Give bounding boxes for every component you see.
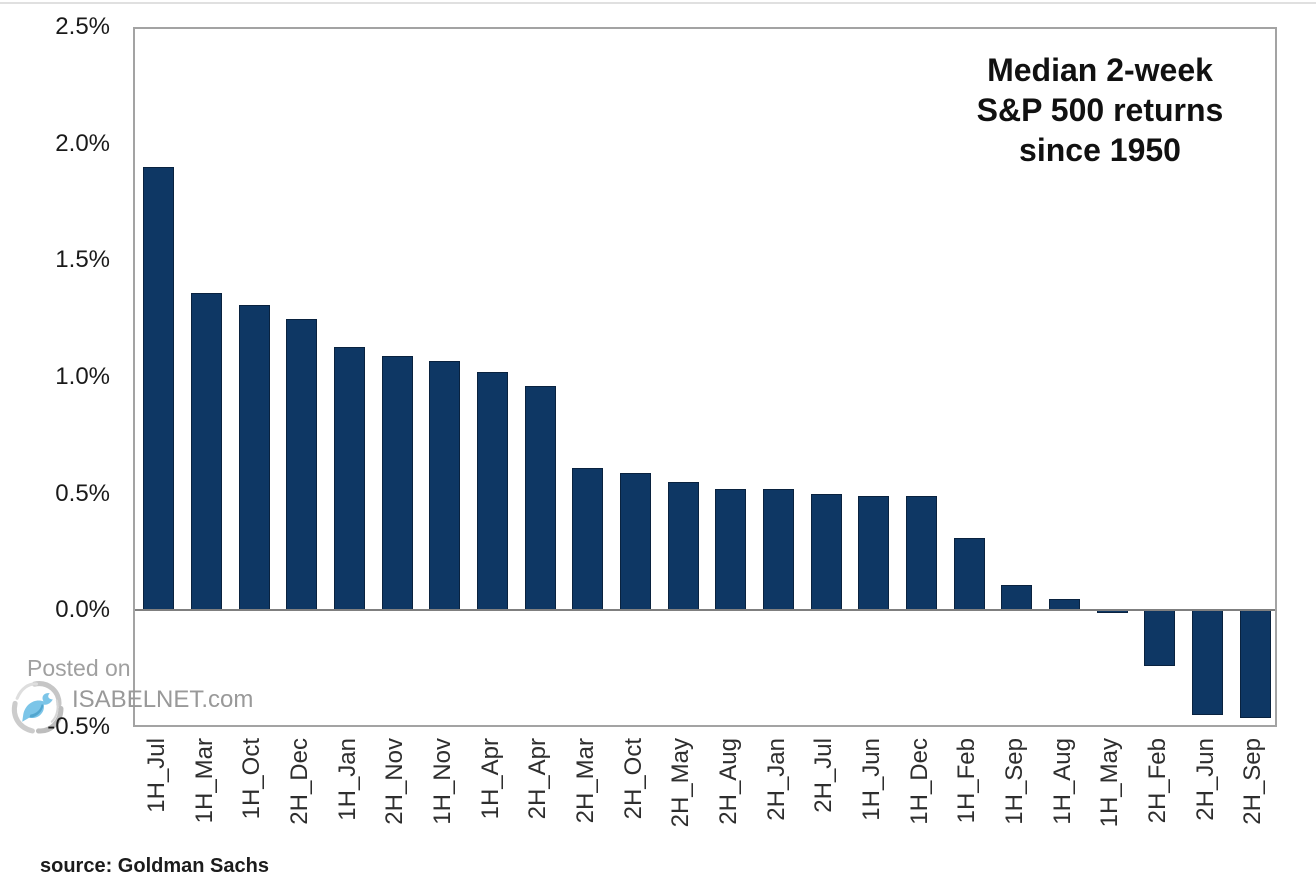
bar-1h-jul bbox=[143, 167, 175, 611]
x-tick-label-1h-mar: 1H_Mar bbox=[190, 738, 218, 824]
bar-1h-jan bbox=[334, 346, 365, 611]
chart-title-line-2: S&P 500 returns bbox=[976, 92, 1224, 128]
chart-title-line-1: Median 2-week bbox=[987, 52, 1213, 88]
plot-area bbox=[133, 27, 1277, 727]
watermark-site-name: ISABELNET.com bbox=[72, 686, 254, 713]
bar-2h-mar bbox=[572, 468, 604, 611]
y-tick-label: 2.0% bbox=[55, 129, 110, 157]
bar-2h-dec bbox=[286, 318, 318, 611]
x-tick-label-2h-jan: 2H_Jan bbox=[762, 738, 790, 821]
x-tick-label-2h-may: 2H_May bbox=[667, 738, 695, 828]
chart-title: Median 2-week S&P 500 returns since 1950 bbox=[930, 50, 1270, 170]
bar-2h-nov bbox=[381, 356, 413, 611]
chart-title-line-3: since 1950 bbox=[1019, 132, 1181, 168]
x-tick-label-2h-mar: 2H_Mar bbox=[571, 738, 599, 824]
x-tick-label-2h-dec: 2H_Dec bbox=[285, 738, 313, 825]
x-tick-label-2h-jun: 2H_Jun bbox=[1191, 738, 1219, 821]
x-tick-label-1h-may: 1H_May bbox=[1096, 738, 1124, 828]
x-tick-label-1h-apr: 1H_Apr bbox=[476, 738, 504, 820]
x-tick-label-1h-feb: 1H_Feb bbox=[953, 738, 981, 824]
x-tick-label-1h-jan: 1H_Jan bbox=[333, 738, 361, 821]
bar-1h-mar bbox=[191, 293, 222, 611]
bar-1h-apr bbox=[477, 372, 508, 611]
y-tick-label: 2.5% bbox=[55, 13, 110, 40]
x-tick-label-2h-sep: 2H_Sep bbox=[1239, 738, 1267, 825]
watermark-posted-on: Posted on bbox=[27, 655, 131, 681]
isabelnet-logo-icon bbox=[11, 681, 64, 734]
y-tick-label: 1.5% bbox=[55, 246, 110, 274]
bar-2h-may bbox=[667, 482, 699, 611]
bar-2h-apr bbox=[524, 386, 556, 611]
x-tick-label-1h-jun: 1H_Jun bbox=[857, 738, 885, 821]
source-credit: source: Goldman Sachs bbox=[40, 855, 269, 877]
x-tick-label-1h-aug: 1H_Aug bbox=[1048, 738, 1076, 825]
x-tick-label-2h-oct: 2H_Oct bbox=[619, 738, 647, 820]
bar-1h-dec bbox=[906, 496, 937, 611]
bar-2h-feb bbox=[1144, 610, 1176, 667]
y-tick-label: -0.5% bbox=[47, 713, 110, 740]
x-tick-label-1h-dec: 1H_Dec bbox=[905, 738, 933, 825]
x-tick-label-1h-jul: 1H_Jul bbox=[142, 738, 170, 813]
bar-2h-jul bbox=[810, 493, 842, 611]
bar-1h-nov bbox=[429, 360, 461, 611]
bar-2h-oct bbox=[620, 472, 651, 611]
x-tick-label-1h-oct: 1H_Oct bbox=[238, 738, 266, 820]
bar-2h-aug bbox=[715, 489, 747, 611]
y-tick-label: 1.0% bbox=[55, 363, 110, 390]
x-tick-label-2h-feb: 2H_Feb bbox=[1143, 738, 1171, 824]
y-tick-label: 0.5% bbox=[55, 479, 110, 507]
x-tick-label-2h-aug: 2H_Aug bbox=[714, 738, 742, 825]
x-tick-label-1h-sep: 1H_Sep bbox=[1000, 738, 1028, 825]
bar-1h-oct bbox=[238, 304, 270, 611]
bar-1h-feb bbox=[953, 538, 985, 611]
bar-1h-sep bbox=[1001, 584, 1033, 611]
x-tick-label-2h-nov: 2H_Nov bbox=[381, 738, 409, 825]
x-tick-label-1h-nov: 1H_Nov bbox=[428, 738, 456, 825]
bar-1h-jun bbox=[858, 496, 890, 611]
x-tick-label-2h-jul: 2H_Jul bbox=[810, 738, 838, 813]
image-top-border bbox=[0, 2, 1316, 4]
bar-2h-jun bbox=[1192, 610, 1223, 716]
y-tick-label: 0.0% bbox=[55, 596, 110, 624]
bar-2h-sep bbox=[1239, 610, 1271, 718]
zero-axis-line bbox=[135, 609, 1275, 612]
x-tick-label-2h-apr: 2H_Apr bbox=[524, 738, 552, 820]
bar-2h-jan bbox=[763, 489, 794, 611]
